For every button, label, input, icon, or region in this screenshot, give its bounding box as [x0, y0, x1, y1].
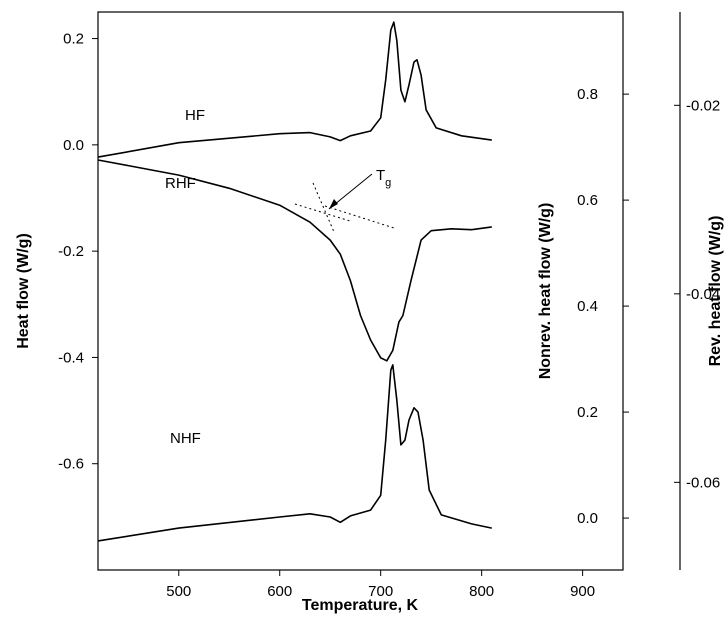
tg-arrow-head	[329, 199, 338, 209]
y-tick-label: 0.0	[63, 137, 84, 154]
series-line	[97, 159, 492, 362]
series-label: HF	[185, 107, 205, 124]
y3-tick-label: -0.02	[686, 97, 720, 114]
y2-tick-label: 0.4	[577, 298, 598, 315]
y-axis-title: Heat flow (W/g)	[15, 233, 32, 349]
y-tick-label: -0.4	[58, 349, 84, 366]
y-tick-label: -0.6	[58, 456, 84, 473]
y2-tick-label: 0.8	[577, 86, 598, 103]
tangent-line	[324, 205, 395, 229]
y2-axis-title: Nonrev. heat flow (W/g)	[537, 203, 554, 380]
y-tick-label: -0.2	[58, 243, 84, 260]
x-tick-label: 500	[166, 583, 191, 600]
tangent-line	[312, 182, 335, 233]
x-tick-label: 900	[570, 583, 595, 600]
y2-tick-label: 0.2	[577, 404, 598, 421]
y3-tick-label: -0.06	[686, 474, 720, 491]
series-line	[97, 364, 492, 542]
x-tick-label: 700	[368, 583, 393, 600]
x-tick-label: 800	[469, 583, 494, 600]
y3-tick-label: -0.04	[686, 286, 720, 303]
y-tick-label: 0.2	[63, 31, 84, 48]
y3-axis-title: Rev. heat flow (W/g)	[707, 216, 724, 367]
series-label: NHF	[170, 430, 201, 447]
tg-sub: g	[385, 177, 391, 189]
series-label: RHF	[165, 175, 196, 192]
tg-text: T	[376, 167, 385, 184]
plot-frame	[97, 11, 624, 571]
series-line	[97, 21, 492, 158]
x-axis-title: Temperature, K	[302, 597, 419, 614]
x-tick-label: 600	[267, 583, 292, 600]
y2-tick-label: 0.6	[577, 192, 598, 209]
y2-tick-label: 0.0	[577, 510, 598, 527]
tg-label: Tg	[376, 167, 391, 189]
tangent-lines	[294, 182, 395, 233]
